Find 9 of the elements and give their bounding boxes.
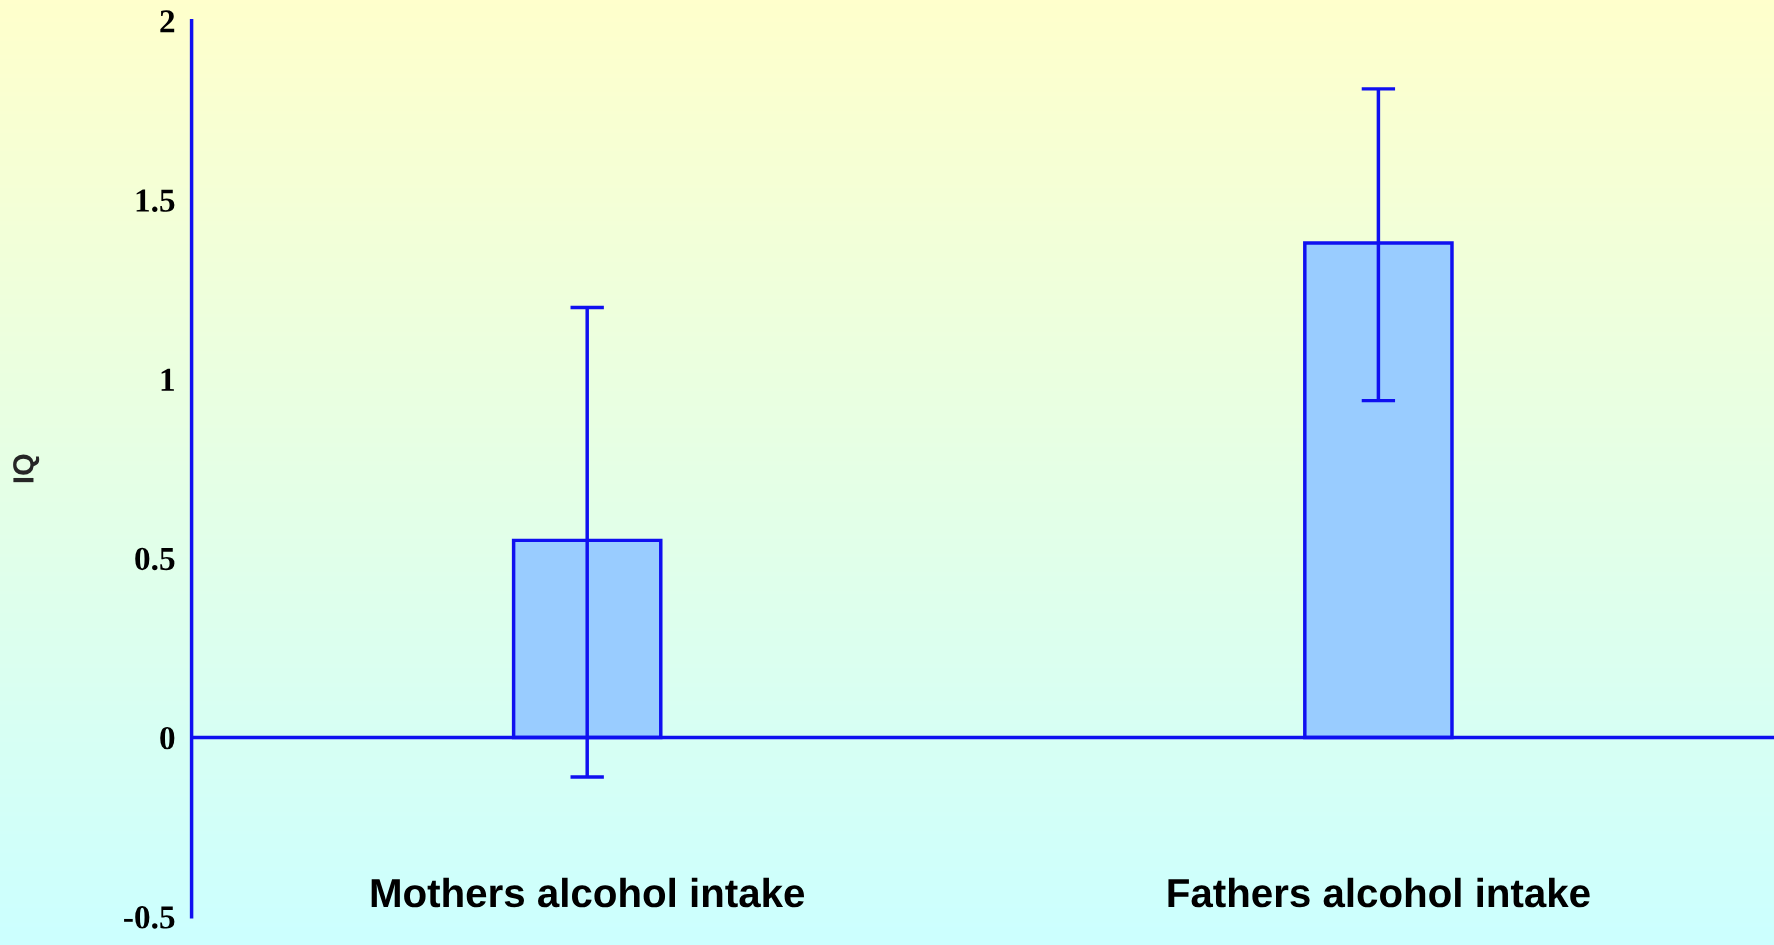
x-tick-label: Fathers alcohol intake [1168, 877, 1590, 908]
y-tick-label: 0 [160, 726, 175, 750]
y-tick-label: 1 [161, 368, 174, 391]
y-tick-label: 2 [160, 10, 175, 33]
y-tick-label: 0.5 [135, 547, 175, 571]
y-axis-title: IQ [13, 454, 40, 483]
x-tick-label: Mothers alcohol intake [371, 877, 805, 908]
y-tick-label: 1.5 [136, 189, 175, 212]
y-tick-label: -0.5 [124, 906, 175, 929]
